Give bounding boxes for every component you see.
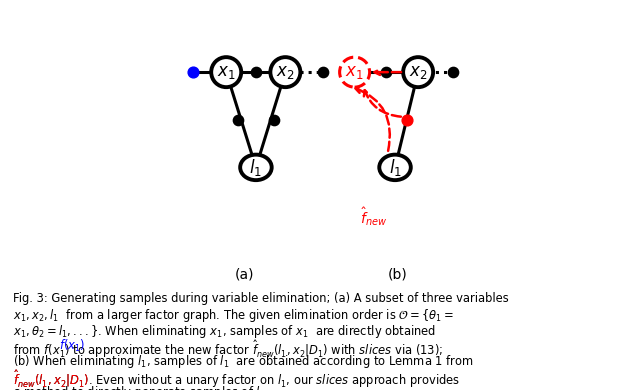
Text: from $f(x_1)$ to approximate the new factor $\hat{f}_{new}(l_1, x_2|D_1)$ with $: from $f(x_1)$ to approximate the new fac… — [13, 338, 443, 360]
Point — [233, 117, 243, 123]
Text: $x_2$: $x_2$ — [276, 63, 294, 81]
Text: $x_1, x_2, l_1$  from a larger factor graph. The given elimination order is $\ma: $x_1, x_2, l_1$ from a larger factor gra… — [13, 307, 454, 324]
Text: $x_1$: $x_1$ — [217, 63, 236, 81]
Text: (b): (b) — [388, 267, 408, 281]
Text: $\hat{f}_{new}(l_1, x_2|D_1)$: $\hat{f}_{new}(l_1, x_2|D_1)$ — [13, 369, 89, 389]
Text: $x_1, \theta_2  =  l_1,...\}$. When eliminating $x_1$, samples of $x_1$  are dir: $x_1, \theta_2 = l_1,...\}$. When elimin… — [13, 323, 436, 340]
Ellipse shape — [240, 154, 272, 180]
Ellipse shape — [403, 57, 433, 87]
Point — [269, 117, 279, 123]
Text: (b) When eliminating $l_1$, samples of $l_1$  are obtained according to Lemma 1 : (b) When eliminating $l_1$, samples of $… — [13, 353, 474, 370]
Point — [401, 117, 412, 123]
Text: $f(x_1)$: $f(x_1)$ — [60, 338, 86, 354]
Text: $\hat{f}_{new}(l_1, x_2|D_1)$. Even without a unary factor on $l_1$, our $\it{sl: $\hat{f}_{new}(l_1, x_2|D_1)$. Even with… — [13, 369, 460, 390]
Text: a method to directly generate samples of $l_1$.: a method to directly generate samples of… — [13, 384, 269, 390]
Point — [447, 69, 458, 75]
Ellipse shape — [211, 57, 241, 87]
Text: $l_1$: $l_1$ — [250, 157, 262, 178]
Text: $\hat{f}_{new}$: $\hat{f}_{new}$ — [360, 205, 387, 228]
Text: $x_1$: $x_1$ — [346, 63, 364, 81]
Point — [381, 69, 392, 75]
Point — [318, 69, 328, 75]
Point — [251, 69, 261, 75]
Ellipse shape — [380, 154, 411, 180]
Point — [188, 69, 198, 75]
Ellipse shape — [340, 57, 370, 87]
Text: $l_1$: $l_1$ — [388, 157, 401, 178]
Text: Fig. 3: Generating samples during variable elimination; (a) A subset of three va: Fig. 3: Generating samples during variab… — [13, 292, 509, 305]
Text: $x_2$: $x_2$ — [409, 63, 428, 81]
Text: (a): (a) — [236, 267, 255, 281]
Ellipse shape — [270, 57, 300, 87]
